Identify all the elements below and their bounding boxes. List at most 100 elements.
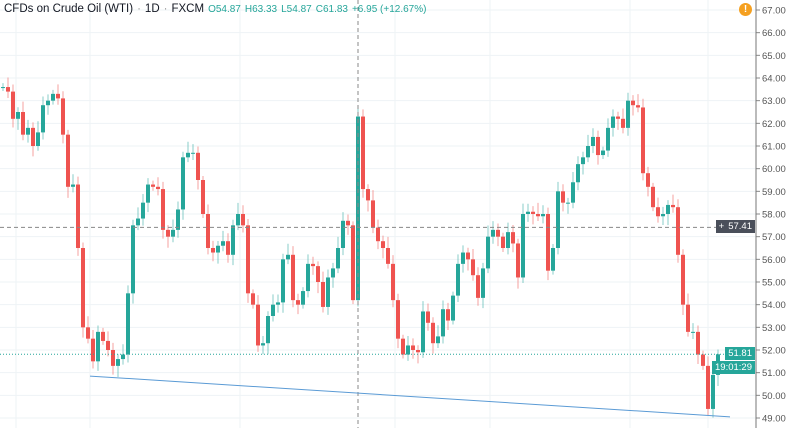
- candle-body: [76, 184, 80, 248]
- horizontal-line-price-tag[interactable]: +57.41: [715, 220, 755, 234]
- candle-body: [671, 204, 675, 208]
- y-axis-tick-label: 61.00: [762, 142, 786, 153]
- candle-body: [16, 112, 20, 119]
- ohlc-open: O54.87: [208, 4, 241, 15]
- candle-body: [541, 214, 545, 217]
- y-axis-tick-label: 51.00: [762, 368, 786, 379]
- candle-body: [366, 189, 370, 201]
- candle-body: [661, 214, 665, 217]
- y-axis-tick-label: 57.00: [762, 232, 786, 243]
- candle-body: [361, 116, 365, 190]
- candle-body: [446, 309, 450, 321]
- candle-body: [456, 263, 460, 296]
- candle-body: [351, 225, 355, 301]
- candle-body: [226, 241, 230, 255]
- candle-body: [231, 225, 235, 255]
- candle-body: [381, 241, 385, 248]
- candle-body: [1, 87, 5, 89]
- candle-body: [201, 180, 205, 214]
- candle-body: [476, 275, 480, 298]
- interval[interactable]: 1D: [144, 3, 160, 15]
- candle-body: [666, 204, 670, 214]
- candle-body: [711, 374, 715, 409]
- candle-body: [536, 214, 540, 217]
- y-axis-tick-label: 52.00: [762, 346, 786, 357]
- candle-body: [676, 207, 680, 255]
- candle-body: [306, 263, 310, 292]
- candle-body: [141, 202, 145, 219]
- candle-body: [386, 248, 390, 264]
- candle-body: [321, 282, 325, 307]
- candle-body: [101, 331, 105, 341]
- candle-body: [336, 248, 340, 269]
- candle-body: [566, 202, 570, 204]
- candle-body: [496, 229, 500, 237]
- candle-body: [51, 93, 55, 101]
- candle-body: [151, 184, 155, 187]
- candle-body: [136, 218, 140, 226]
- candle-body: [656, 207, 660, 217]
- candle-body: [271, 304, 275, 316]
- candle-body: [146, 184, 150, 203]
- candle-body: [121, 354, 125, 360]
- symbol-name[interactable]: CFDs on Crude Oil (WTI): [4, 3, 134, 15]
- candle-body: [36, 132, 40, 146]
- info-icon[interactable]: !: [739, 3, 752, 16]
- candle-body: [686, 304, 690, 332]
- candle-body: [11, 91, 15, 119]
- y-axis-tick-label: 50.00: [762, 391, 786, 402]
- candle-body: [391, 263, 395, 301]
- candle-body: [416, 350, 420, 353]
- candle-body: [506, 232, 510, 248]
- y-axis-tick-label: 49.00: [762, 414, 786, 425]
- candle-body: [326, 277, 330, 307]
- candle-body: [166, 229, 170, 237]
- candle-body: [571, 182, 575, 203]
- last-price-tag: 51.81: [725, 347, 755, 361]
- candle-body: [206, 214, 210, 248]
- trendline: [89, 375, 731, 418]
- chart-legend: CFDs on Crude Oil (WTI) · 1D · FXCM O54.…: [4, 3, 427, 15]
- candle-body: [681, 254, 685, 305]
- candle-body: [706, 365, 710, 409]
- candle-body: [581, 157, 585, 165]
- candle-body: [196, 152, 200, 180]
- candle-body: [261, 343, 265, 346]
- candle-body: [621, 118, 625, 128]
- candle-body: [451, 295, 455, 321]
- candle-body: [531, 211, 535, 214]
- candle-body: [191, 152, 195, 154]
- exchange: FXCM: [171, 3, 205, 15]
- candle-body: [31, 127, 35, 146]
- candle-body: [346, 220, 350, 226]
- y-axis-tick-label: 67.00: [762, 6, 786, 17]
- candle-body: [526, 211, 530, 214]
- candle-body: [591, 136, 595, 146]
- candle-body: [406, 345, 410, 355]
- candle-body: [281, 259, 285, 303]
- candle-body: [691, 331, 695, 333]
- candle-body: [556, 191, 560, 248]
- candle-body: [356, 116, 360, 301]
- ohlc-high: H63.33: [244, 4, 278, 15]
- candle-body: [651, 186, 655, 208]
- candle-body: [126, 293, 130, 355]
- y-axis-tick-label: 63.00: [762, 96, 786, 107]
- candle-body: [106, 340, 110, 350]
- candle-body: [636, 105, 640, 108]
- candle-body: [461, 252, 465, 264]
- candle-body: [286, 254, 290, 260]
- candle-body: [516, 243, 520, 278]
- candle-body: [601, 150, 605, 156]
- candle-body: [91, 338, 95, 362]
- candle-body: [291, 254, 295, 301]
- horizontal-line-price: 57.41: [728, 221, 752, 233]
- candle-body: [71, 184, 75, 187]
- candle-body: [396, 300, 400, 339]
- candle-body: [551, 248, 555, 271]
- candle-body: [251, 293, 255, 305]
- candle-body: [701, 354, 705, 366]
- y-axis-tick-label: 59.00: [762, 187, 786, 198]
- candle-body: [401, 338, 405, 355]
